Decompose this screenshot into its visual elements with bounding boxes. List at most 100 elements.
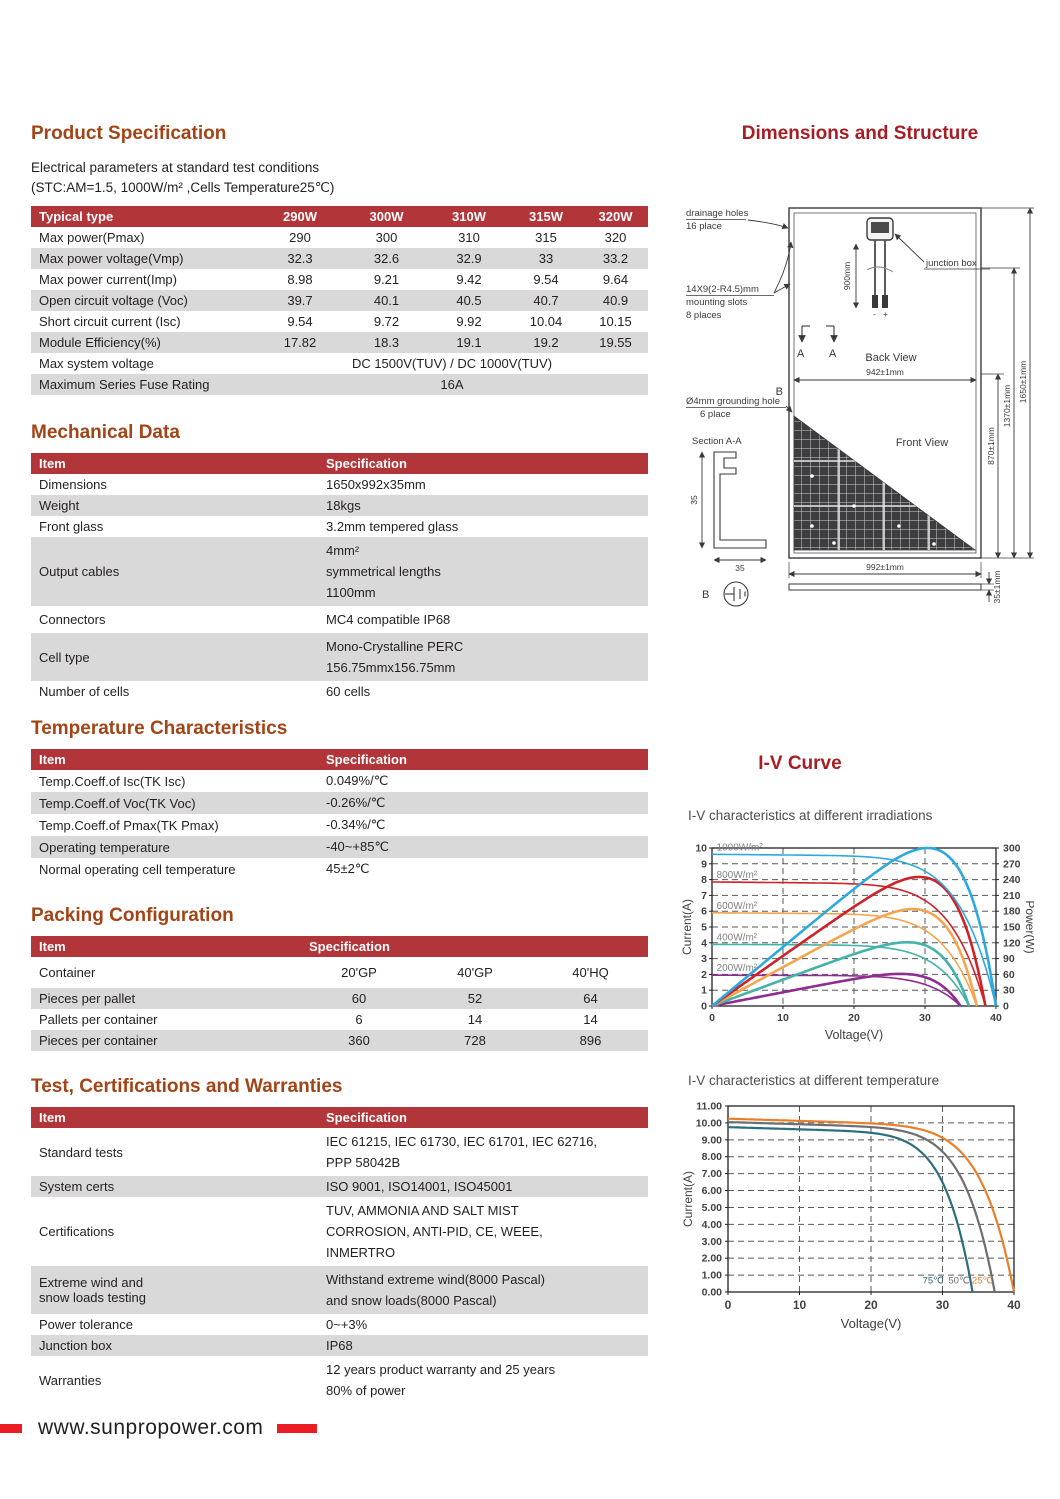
dim-35mm-side: 35±1mm [992, 570, 1002, 603]
svg-text:8: 8 [701, 874, 707, 886]
front-view-label: Front View [896, 437, 948, 449]
svg-text:7: 7 [701, 890, 707, 902]
drainage-holes-label: drainage holes [686, 208, 749, 219]
svg-text:800W/m²: 800W/m² [717, 870, 758, 881]
svg-text:240: 240 [1003, 874, 1021, 886]
table-row: Normal operating cell temperature 45±2℃ [39, 861, 370, 877]
svg-text:10: 10 [695, 843, 707, 855]
table-row: Container 20'GP 40'GP 40'HQ [39, 965, 609, 980]
cable-plus-label: + [883, 309, 888, 319]
svg-text:mounting slots: mounting slots [686, 297, 748, 308]
footer-dash-left [0, 1423, 22, 1433]
dim-35-vertical: 35 [689, 495, 699, 505]
svg-text:75℃: 75℃ [923, 1276, 945, 1287]
side-view-bar [788, 583, 982, 591]
table-row: Maximum Series Fuse Rating 16A [31, 374, 648, 395]
svg-text:Power(W): Power(W) [1023, 900, 1034, 953]
grounding-b-label: B [702, 589, 709, 601]
col-320w: 320W [598, 209, 633, 224]
svg-text:8 places: 8 places [686, 310, 722, 321]
subtitle-line-2: (STC:AM=1.5, 1000W/m² ,Cells Temperature… [31, 180, 335, 195]
col-310w: 310W [452, 209, 486, 224]
table-row: Temp.Coeff.of Isc(TK Isc) 0.049%/℃ [39, 773, 389, 789]
section-a-marks: A A [797, 325, 838, 360]
packing-table: Item Specification Container 20'GP 40'GP 4… [31, 936, 648, 1051]
table-row: Cell type Mono-Crystalline PERC 156.75mm… [31, 633, 648, 681]
svg-text:3: 3 [701, 953, 707, 965]
table-row: Power tolerance 0~+3% [39, 1317, 368, 1332]
svg-text:30: 30 [919, 1012, 931, 1024]
table-row: Open circuit voltage (Voc) 39.7 40.1 40.5 4… [31, 290, 648, 311]
svg-text:120: 120 [1003, 937, 1021, 949]
svg-text:400W/m²: 400W/m² [717, 932, 758, 943]
section-title-product-specification: Product Specification [31, 123, 227, 144]
subtitle-line-1: Electrical parameters at standard test c… [31, 160, 320, 175]
svg-text:50℃: 50℃ [948, 1276, 970, 1287]
svg-text:2.00: 2.00 [702, 1253, 723, 1265]
svg-text:6.00: 6.00 [702, 1185, 723, 1197]
svg-text:25℃: 25℃ [972, 1276, 994, 1287]
table-row: Operating temperature -40~+85℃ [31, 836, 648, 858]
junction-box-drawing: - + [866, 217, 894, 319]
svg-text:3.00: 3.00 [702, 1236, 723, 1248]
svg-text:180: 180 [1003, 906, 1021, 918]
table-row: Junction box IP68 [31, 1335, 648, 1356]
svg-text:210: 210 [1003, 890, 1021, 902]
section-title-mechanical-data: Mechanical Data [31, 422, 180, 443]
table-row: Pieces per container 360 728 896 [31, 1030, 648, 1051]
dim-870mm: 870±1mm [986, 427, 996, 465]
svg-text:10: 10 [777, 1012, 789, 1024]
svg-text:10.00: 10.00 [696, 1117, 722, 1129]
table-row: Dimensions 1650x992x35mm [39, 477, 426, 492]
svg-text:11.00: 11.00 [696, 1101, 722, 1113]
table-row: Pallets per container 6 14 14 [39, 1012, 598, 1027]
svg-text:60: 60 [1003, 969, 1015, 981]
electrical-header-row: Typical type 290W 300W 310W 315W 320W [31, 206, 648, 227]
mounting-dots [810, 474, 936, 546]
temperature-table: Item Specification Temp.Coeff.of Isc(TK … [31, 749, 648, 880]
svg-text:300: 300 [1003, 843, 1021, 855]
ground-symbol-icon [723, 581, 749, 607]
table-row: Max power voltage(Vmp) 32.3 32.6 32.9 33 33.… [31, 248, 648, 269]
col-typical-type: Typical type [39, 209, 114, 224]
svg-text:0.00: 0.00 [702, 1287, 723, 1299]
panel-outline [788, 207, 982, 559]
table-row: Number of cells 60 cells [39, 684, 371, 699]
svg-text:0: 0 [1003, 1001, 1009, 1013]
svg-text:5.00: 5.00 [702, 1202, 723, 1214]
svg-text:600W/m²: 600W/m² [717, 901, 758, 912]
certifications-header-row: Item Specification [31, 1107, 648, 1128]
table-row: Extreme wind and snow loads testing With… [31, 1266, 648, 1314]
mechanical-table: Item Specification Dimensions 1650x992x35… [31, 453, 648, 702]
svg-text:20: 20 [848, 1012, 860, 1024]
table-row: Standard tests IEC 61215, IEC 61730, IEC… [39, 1134, 598, 1170]
table-row: Certifications TUV, AMMONIA AND SALT MIS… [39, 1203, 543, 1260]
left-column: Product Specification Electrical paramet… [31, 0, 648, 1404]
table-row: System certs ISO 9001, ISO14001, ISO45001 [31, 1176, 648, 1197]
cable-minus-label: - [873, 309, 876, 319]
right-column: Dimensions and Structure [660, 0, 1060, 146]
footer-url: www.sunpropower.com [38, 1416, 264, 1439]
svg-text:1: 1 [701, 985, 707, 997]
svg-text:8.00: 8.00 [702, 1151, 723, 1163]
svg-text:270: 270 [1003, 858, 1021, 870]
dimension-diagram: - + 900mm junction box drainage holes 16… [686, 207, 1034, 607]
svg-text:30: 30 [936, 1298, 950, 1312]
chart2-caption: I-V characteristics at different tempera… [688, 1073, 940, 1088]
svg-text:150: 150 [1003, 922, 1021, 934]
svg-text:A: A [829, 348, 837, 360]
section-title-packing-configuration: Packing Configuration [31, 905, 234, 926]
svg-text:2: 2 [701, 969, 707, 981]
svg-text:Current(A): Current(A) [682, 899, 694, 955]
dim-900mm: 900mm [842, 262, 852, 290]
table-row: Short circuit current (Isc) 9.54 9.72 9.92… [39, 314, 632, 329]
mounting-slots-label: 14X9(2-R4.5)mm [686, 284, 759, 295]
section-aa-label: Section A-A [692, 436, 742, 447]
svg-text:9: 9 [701, 858, 707, 870]
table-row: Module Efficiency(%) 17.82 18.3 19.1 19.2 19… [31, 332, 648, 353]
svg-text:6 place: 6 place [700, 409, 731, 420]
dim-992mm: 992±1mm [866, 562, 904, 572]
back-view-label: Back View [865, 352, 916, 364]
junction-box-label: junction box [925, 258, 977, 269]
